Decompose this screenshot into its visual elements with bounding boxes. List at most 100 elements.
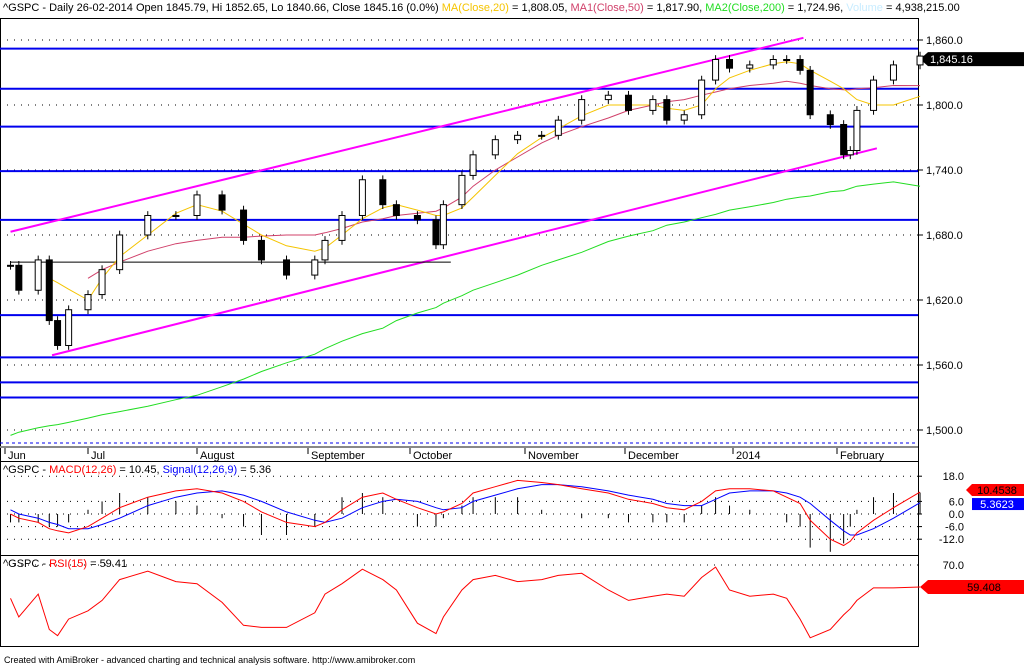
trendline bbox=[10, 36, 804, 233]
candle-body bbox=[604, 94, 612, 101]
last-price-tag bbox=[920, 52, 1024, 67]
candle-body bbox=[54, 320, 62, 346]
candle-body bbox=[796, 58, 804, 71]
candle-body bbox=[15, 264, 23, 291]
candle-body bbox=[413, 214, 421, 221]
plot-frame bbox=[0, 18, 919, 647]
candle-body bbox=[889, 64, 897, 81]
price-tick-label: 1,800.0 bbox=[926, 100, 963, 112]
candle-body bbox=[45, 259, 53, 322]
candle-body bbox=[746, 64, 754, 69]
macd-tick-label: -12.0 bbox=[939, 534, 964, 546]
ma20-value: = 1,808.05, bbox=[508, 2, 571, 14]
rsi-legend-prefix: ^GSPC - bbox=[3, 558, 50, 570]
candle-body bbox=[840, 123, 848, 156]
candle-body bbox=[680, 114, 688, 121]
candle-body bbox=[7, 264, 15, 267]
x-tick-label: December bbox=[628, 450, 679, 462]
candle-body bbox=[624, 94, 632, 111]
candle-body bbox=[769, 58, 777, 66]
candle-body bbox=[116, 234, 124, 271]
ma20-line bbox=[49, 61, 921, 301]
candle-body bbox=[34, 259, 42, 291]
signal-last-label: 5.3623 bbox=[980, 499, 1014, 511]
candle-body bbox=[514, 134, 522, 141]
candle-body bbox=[712, 58, 720, 81]
candle-body bbox=[649, 99, 657, 111]
macd-tick-label: 18.0 bbox=[943, 471, 964, 483]
x-tick-label: Jun bbox=[8, 450, 26, 462]
candle-body bbox=[358, 179, 366, 216]
ma200-label: MA2(Close,200) bbox=[705, 2, 785, 14]
price-tick-label: 1,860.0 bbox=[926, 35, 963, 47]
ma200-line bbox=[10, 181, 921, 436]
candle-body bbox=[469, 154, 477, 176]
rsi-label: RSI(15) bbox=[49, 558, 88, 570]
signal-line bbox=[10, 484, 921, 536]
rsi-tick-label: 70.0 bbox=[943, 560, 964, 572]
signal-value: = 5.36 bbox=[237, 464, 272, 476]
candle-body bbox=[846, 149, 854, 156]
price-tick-label: 1,680.0 bbox=[926, 230, 963, 242]
candle-body bbox=[458, 174, 466, 206]
trendline bbox=[51, 147, 878, 357]
macd-tick-label: 0.0 bbox=[949, 509, 964, 521]
candle-body bbox=[257, 239, 265, 261]
ma50-label: MA1(Close,50) bbox=[570, 2, 644, 14]
footer-credit: Created with AmiBroker - advanced charti… bbox=[4, 655, 416, 665]
candle-body bbox=[439, 204, 447, 246]
ma50-value: = 1,817.90, bbox=[643, 2, 706, 14]
candle-body bbox=[321, 239, 329, 261]
price-tick-label: 1,620.0 bbox=[926, 295, 963, 307]
candle-body bbox=[392, 204, 400, 216]
candle-body bbox=[870, 79, 878, 111]
volume-label: Volume bbox=[846, 2, 883, 14]
x-tick-label: September bbox=[311, 450, 365, 462]
x-tick-label: February bbox=[840, 450, 885, 462]
macd-value: = 10.45, bbox=[116, 464, 163, 476]
macd-legend: ^GSPC - MACD(12,26) = 10.45, Signal(12,2… bbox=[3, 464, 271, 476]
rsi-legend: ^GSPC - RSI(15) = 59.41 bbox=[3, 558, 127, 570]
volume-value: = 4,938,215.00 bbox=[882, 2, 960, 14]
candle-body bbox=[554, 119, 562, 136]
macd-tick-label: 6.0 bbox=[949, 496, 964, 508]
x-tick-label: November bbox=[528, 450, 579, 462]
candle-body bbox=[338, 214, 346, 241]
candle-body bbox=[172, 214, 180, 217]
price-legend: ^GSPC - Daily 26-02-2014 Open 1845.79, H… bbox=[3, 2, 960, 14]
candle-body bbox=[491, 139, 499, 156]
candle-body bbox=[311, 259, 319, 276]
candle-body bbox=[283, 259, 291, 276]
candle-body bbox=[193, 194, 201, 216]
x-tick-label: Jul bbox=[91, 450, 105, 462]
ma20-label: MA(Close,20) bbox=[441, 2, 509, 14]
candle-body bbox=[806, 69, 814, 116]
candle-body bbox=[144, 214, 152, 236]
macd-tick-label: -6.0 bbox=[945, 522, 964, 534]
macd-last-label: 10.4538 bbox=[977, 485, 1017, 497]
price-tick-label: 1,560.0 bbox=[926, 360, 963, 372]
x-tick-label: October bbox=[413, 450, 452, 462]
candle-body bbox=[783, 58, 791, 61]
candle-body bbox=[698, 79, 706, 116]
candle-body bbox=[826, 114, 834, 125]
macd-label: MACD(12,26) bbox=[49, 464, 117, 476]
macd-last-tag bbox=[966, 484, 1024, 497]
rsi-last-tag bbox=[920, 580, 1024, 595]
candle-body bbox=[98, 269, 106, 296]
candle-body bbox=[663, 99, 671, 121]
ma200-value: = 1,724.96, bbox=[784, 2, 847, 14]
candle-body bbox=[218, 194, 226, 211]
macd-legend-prefix: ^GSPC - bbox=[3, 464, 50, 476]
candle-body bbox=[84, 294, 92, 311]
candle-body bbox=[240, 209, 248, 241]
candle-body bbox=[916, 55, 924, 66]
candle-body bbox=[65, 309, 73, 346]
rsi-line bbox=[10, 566, 921, 639]
price-tick-label: 1,740.0 bbox=[926, 165, 963, 177]
candle-body bbox=[578, 99, 586, 121]
price-tick-label: 1,500.0 bbox=[926, 425, 963, 437]
ma50-line bbox=[87, 80, 921, 279]
candle-body bbox=[853, 109, 861, 151]
